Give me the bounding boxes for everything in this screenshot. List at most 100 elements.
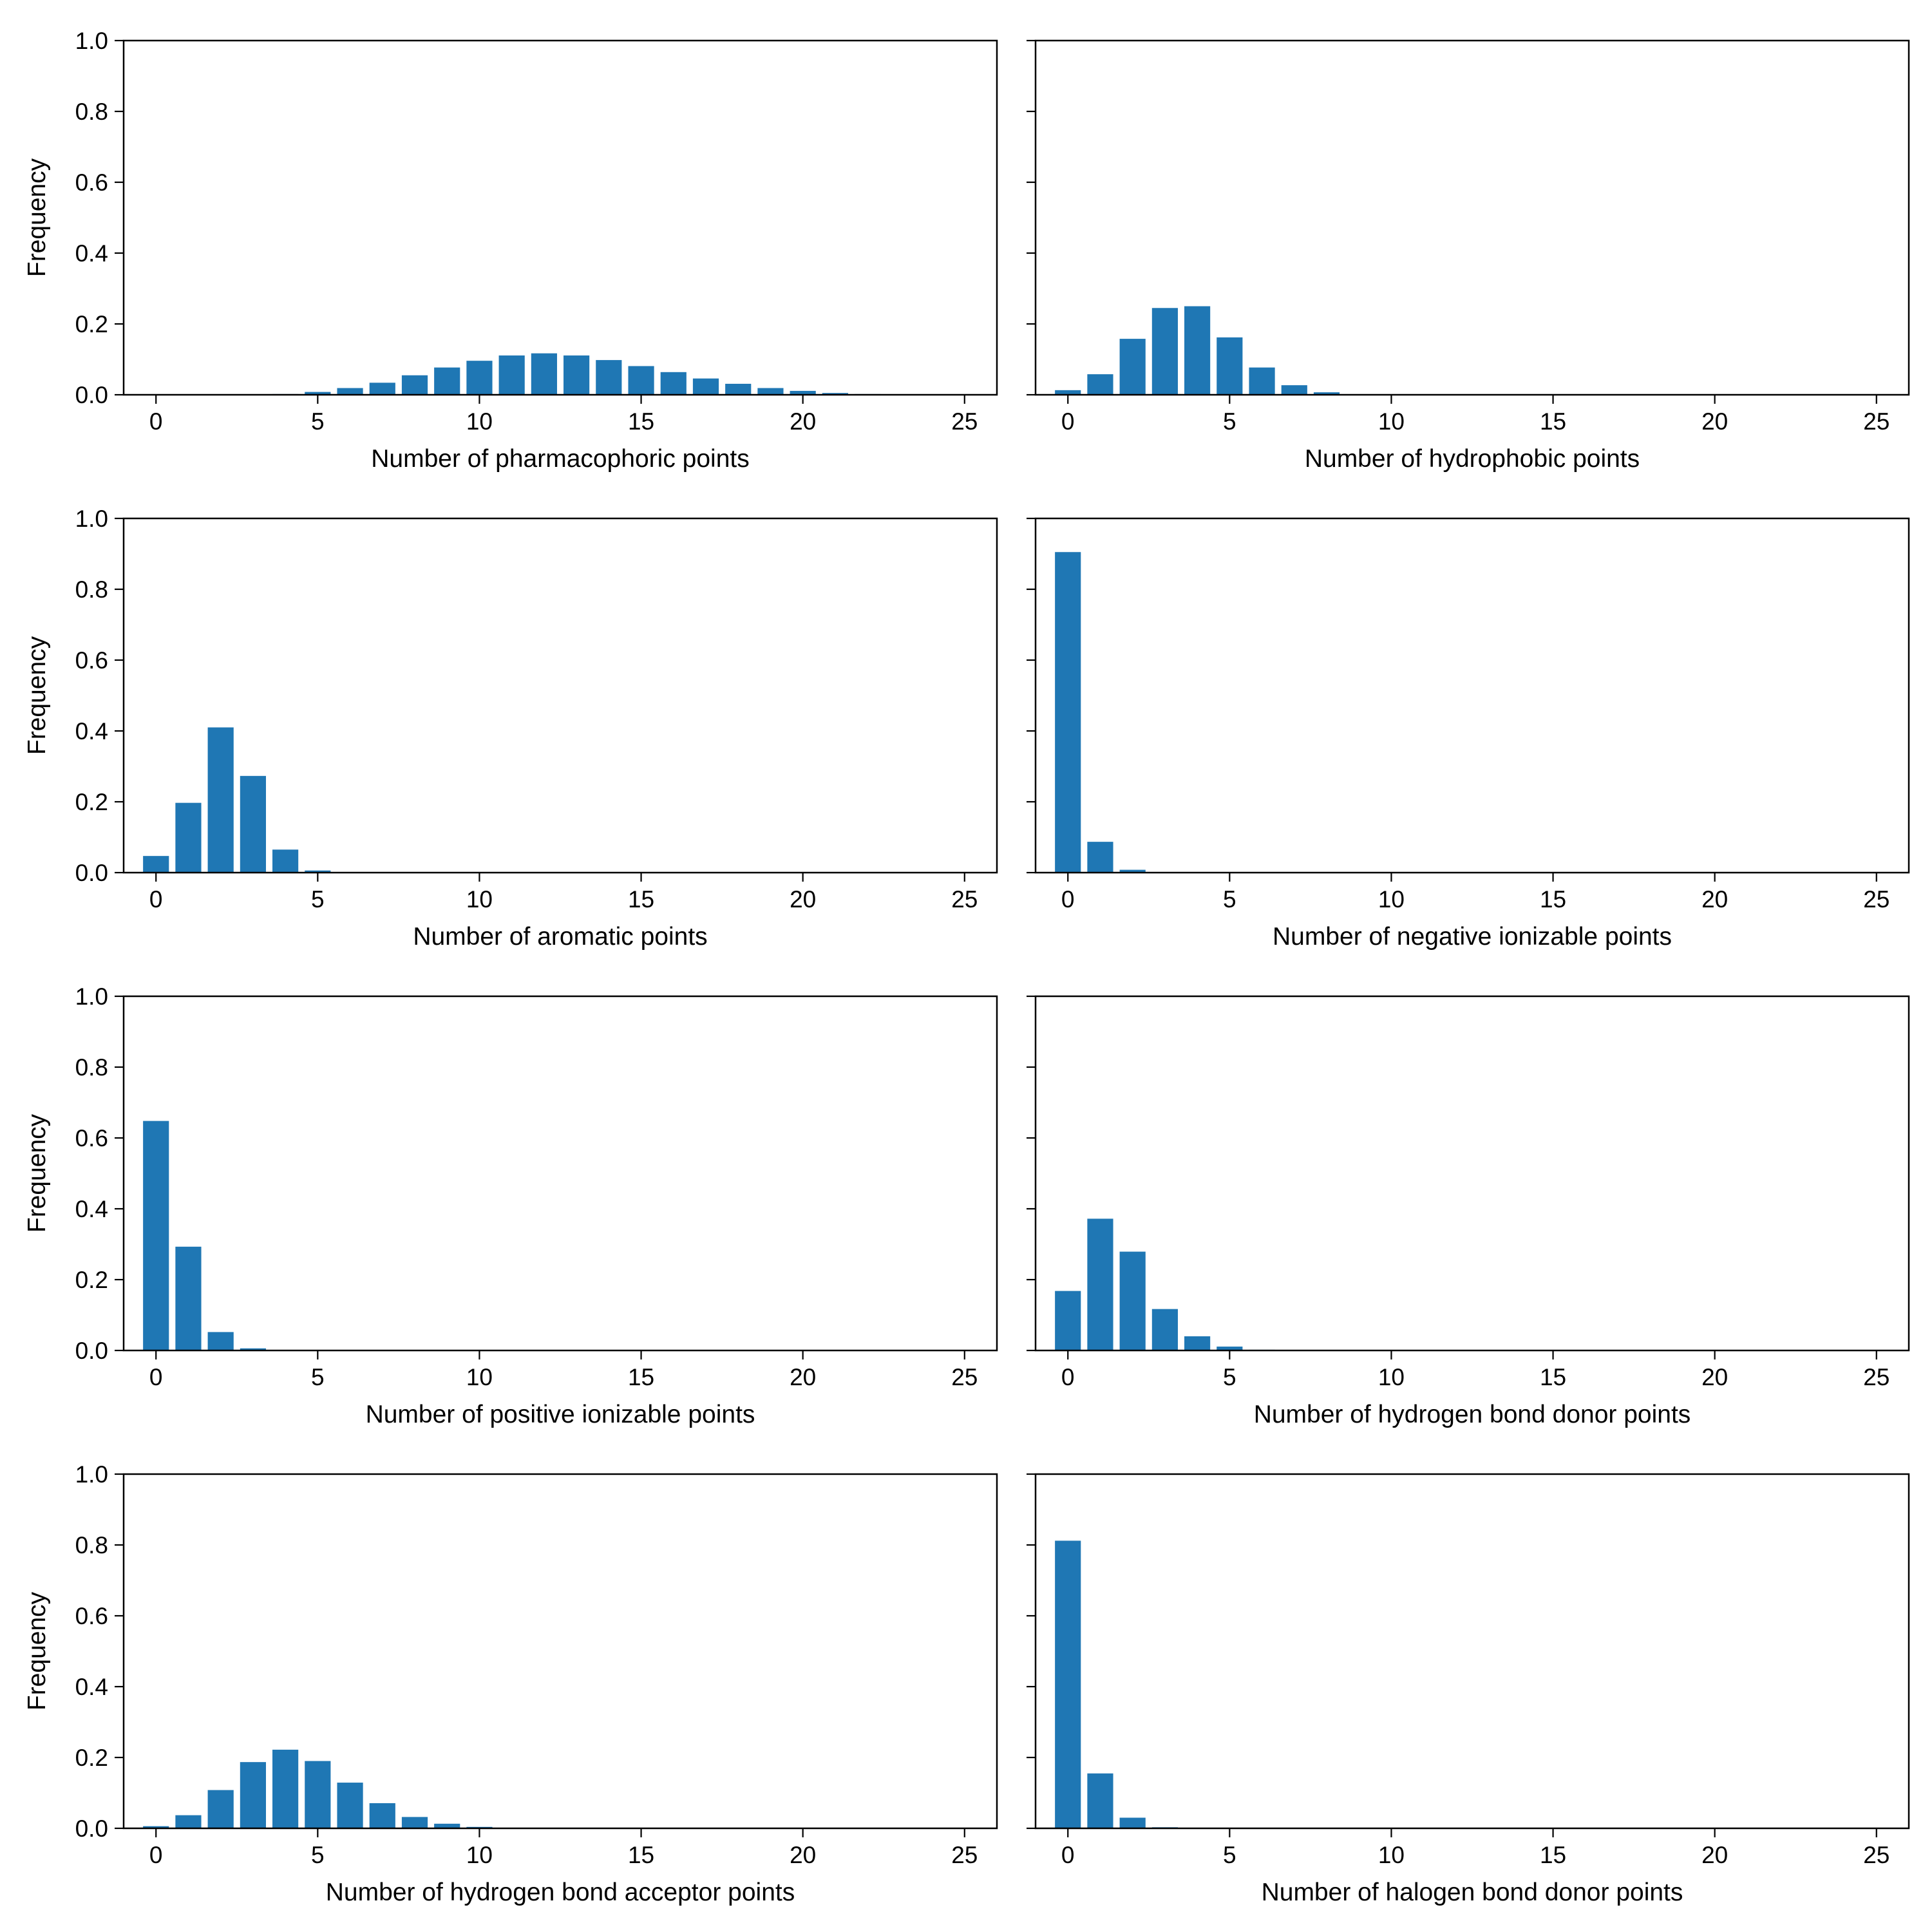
x-tick-label: 15 [628, 408, 654, 435]
subplot-panels: 0 5 10 15 20 25 0.0 0.2 0.4 0.6 0.8 1.0 Number of ph… [23, 28, 1910, 1906]
y-tick-label: 0.0 [75, 382, 108, 408]
chart-panel-8: 0 5 10 15 20 25 Number of halogen bond donor p… [1027, 1473, 1910, 1906]
bar-0 [1055, 552, 1081, 873]
bar-series [143, 727, 331, 873]
bar-15 [628, 366, 654, 395]
x-tick-label: 15 [628, 1842, 654, 1868]
x-tick-label: 25 [951, 408, 978, 435]
y-axis-label: Frequency [23, 1591, 51, 1710]
x-tick-label: 25 [1863, 1364, 1889, 1390]
bar-0 [143, 1826, 169, 1828]
bar-8 [401, 375, 428, 395]
bar-series [143, 1121, 266, 1350]
x-tick-label: 15 [1540, 1842, 1566, 1868]
bar-1 [175, 1246, 202, 1350]
bar-2 [1119, 339, 1146, 395]
x-tick-label: 10 [466, 1842, 493, 1868]
x-tick-label: 0 [149, 408, 163, 435]
y-tick-label: 0.0 [75, 1338, 108, 1364]
x-tick-label: 25 [951, 886, 978, 913]
y-tick-label: 0.8 [75, 576, 108, 603]
bar-6 [1249, 367, 1275, 395]
x-tick-label: 10 [1378, 1364, 1405, 1390]
bar-7 [369, 383, 395, 395]
bar-3 [240, 1348, 266, 1350]
bar-5 [305, 1761, 331, 1828]
x-tick-label: 15 [1540, 408, 1566, 435]
bar-1 [175, 802, 202, 873]
bar-19 [757, 388, 784, 395]
chart-panel-5: 0 5 10 15 20 25 0.0 0.2 0.4 0.6 0.8 1.0 Number of po… [23, 983, 998, 1428]
bar-7 [369, 1803, 395, 1828]
y-tick-label: 0.2 [75, 1745, 108, 1771]
y-tick-label: 0.4 [75, 718, 108, 744]
x-tick-label: 5 [1223, 1364, 1236, 1390]
y-tick-label: 0.6 [75, 169, 108, 196]
y-tick-label: 0.4 [75, 1196, 108, 1222]
x-tick-label: 5 [1223, 886, 1236, 913]
axes-frame [122, 39, 998, 396]
x-tick-label: 5 [1223, 1842, 1236, 1868]
bar-4 [1184, 1336, 1211, 1350]
x-tick-label: 20 [790, 1842, 816, 1868]
y-tick-label: 0.0 [75, 1815, 108, 1842]
x-axis-label: Number of hydrophobic points [1305, 445, 1640, 473]
bar-21 [822, 393, 848, 395]
bar-2 [207, 1332, 234, 1350]
x-tick-label: 20 [1701, 1364, 1728, 1390]
x-tick-label: 0 [1061, 1842, 1075, 1868]
x-axis-label: Number of halogen bond donor points [1262, 1879, 1683, 1906]
bar-8 [1313, 392, 1340, 395]
axes-frame [122, 517, 998, 874]
x-tick-label: 15 [1540, 886, 1566, 913]
y-tick-label: 0.0 [75, 860, 108, 886]
bar-14 [596, 360, 622, 395]
y-tick-label: 0.2 [75, 1267, 108, 1293]
x-tick-label: 10 [466, 1364, 493, 1390]
y-tick-label: 0.4 [75, 240, 108, 267]
x-tick-label: 15 [628, 886, 654, 913]
bar-18 [725, 383, 752, 395]
x-tick-label: 15 [1540, 1364, 1566, 1390]
bar-17 [692, 378, 719, 395]
x-tick-label: 10 [1378, 408, 1405, 435]
bar-2 [207, 727, 234, 873]
x-tick-label: 0 [1061, 1364, 1075, 1390]
x-tick-label: 25 [1863, 1842, 1889, 1868]
y-axis-label: Frequency [23, 1113, 51, 1233]
x-tick-label: 10 [1378, 1842, 1405, 1868]
y-axis-label: Frequency [23, 158, 51, 277]
bar-4 [272, 1749, 299, 1828]
axes-frame [1034, 517, 1910, 874]
bar-5 [1217, 337, 1243, 395]
bar-2 [1119, 869, 1146, 873]
y-tick-label: 0.8 [75, 99, 108, 125]
bar-5 [305, 870, 331, 873]
bar-2 [1119, 1817, 1146, 1828]
bar-3 [240, 1762, 266, 1828]
bar-5 [305, 392, 331, 395]
x-tick-label: 10 [466, 886, 493, 913]
x-tick-label: 10 [466, 408, 493, 435]
y-tick-label: 0.8 [75, 1054, 108, 1081]
x-tick-label: 10 [1378, 886, 1405, 913]
y-tick-label: 0.6 [75, 1125, 108, 1151]
bar-3 [1151, 308, 1178, 395]
y-tick-label: 0.2 [75, 789, 108, 815]
x-tick-label: 5 [311, 1842, 325, 1868]
bar-16 [660, 372, 687, 395]
y-tick-label: 0.4 [75, 1674, 108, 1700]
x-tick-label: 15 [628, 1364, 654, 1390]
x-tick-label: 5 [311, 886, 325, 913]
x-axis-label: Number of negative ionizable points [1273, 923, 1672, 951]
x-tick-label: 5 [311, 408, 325, 435]
x-tick-label: 20 [790, 1364, 816, 1390]
bar-0 [1055, 1291, 1081, 1350]
bar-series [1055, 1218, 1275, 1350]
bar-2 [207, 1790, 234, 1828]
x-tick-label: 20 [1701, 886, 1728, 913]
chart-panel-1: 0 5 10 15 20 25 0.0 0.2 0.4 0.6 0.8 1.0 Number of ph… [23, 28, 998, 473]
axes-frame [122, 1473, 998, 1830]
